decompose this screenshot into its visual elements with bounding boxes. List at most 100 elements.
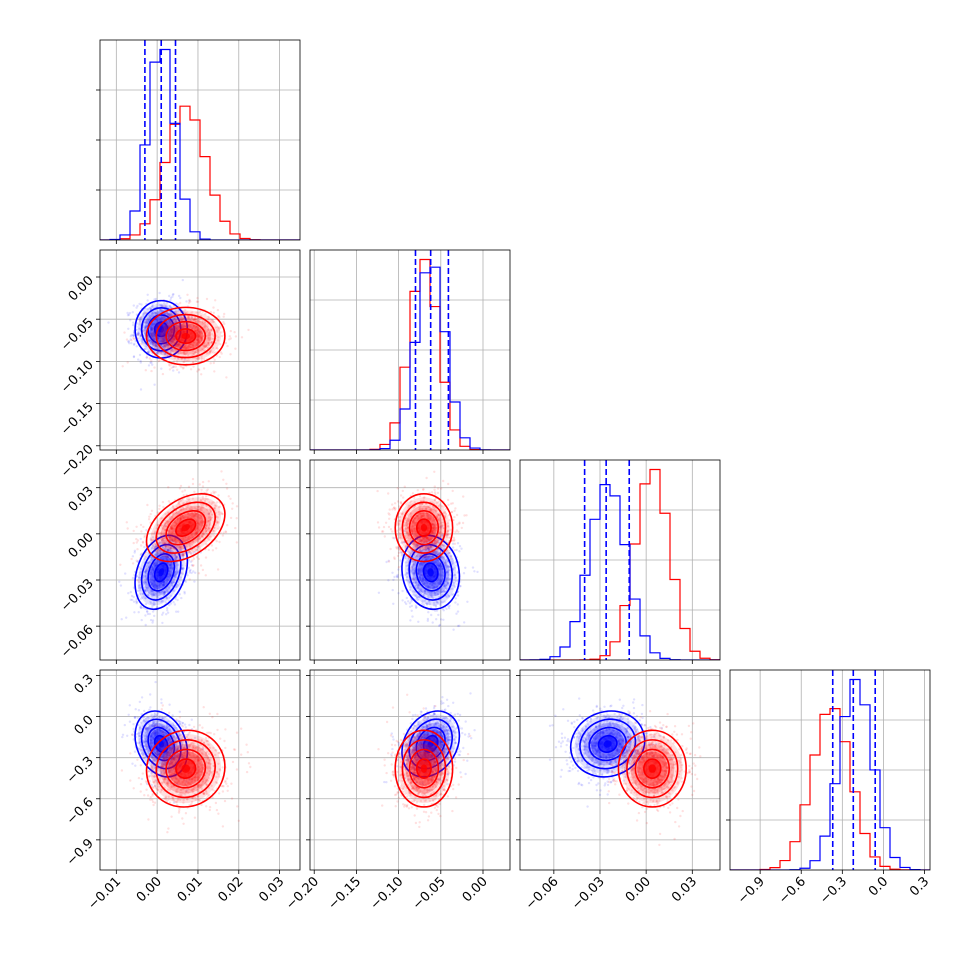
- sample-point: [159, 309, 162, 312]
- sample-point: [171, 532, 174, 535]
- sample-point: [163, 340, 166, 343]
- sample-point: [199, 498, 203, 502]
- sample-point: [442, 479, 445, 483]
- sample-point: [162, 537, 165, 540]
- sample-point: [177, 303, 180, 306]
- sample-point: [415, 606, 418, 609]
- sample-point: [174, 558, 178, 561]
- sample-point: [147, 339, 151, 342]
- sample-point: [161, 527, 164, 530]
- density-fill-blue: [158, 568, 165, 577]
- sample-point: [140, 618, 143, 622]
- sample-point: [142, 525, 145, 529]
- sample-point: [204, 344, 208, 347]
- sample-point: [209, 362, 212, 365]
- sample-point: [144, 347, 147, 351]
- sample-point: [458, 624, 461, 627]
- y-tick-label: −0.03: [58, 576, 97, 615]
- sample-point: [157, 347, 161, 350]
- sample-point: [394, 507, 397, 510]
- sample-point: [199, 564, 203, 567]
- sample-point: [217, 494, 220, 497]
- sample-point: [391, 571, 394, 574]
- sample-point: [187, 513, 190, 516]
- sample-point: [181, 567, 184, 570]
- sample-point: [431, 555, 435, 558]
- sample-point: [155, 585, 158, 588]
- sample-point: [421, 602, 424, 605]
- sample-point: [422, 511, 425, 514]
- sample-point: [231, 507, 234, 510]
- sample-point: [429, 582, 432, 585]
- sample-point: [195, 332, 199, 335]
- sample-point: [192, 570, 195, 573]
- sample-point: [417, 590, 421, 593]
- sample-point: [420, 515, 423, 518]
- sample-point: [413, 555, 416, 558]
- sample-point: [179, 301, 182, 305]
- sample-point: [174, 365, 177, 368]
- sample-point: [192, 552, 195, 555]
- sample-point: [153, 383, 156, 386]
- sample-point: [452, 584, 455, 587]
- sample-point: [151, 543, 155, 546]
- sample-point: [399, 559, 402, 562]
- sample-point: [161, 583, 165, 586]
- sample-point: [178, 326, 181, 330]
- sample-point: [445, 570, 449, 574]
- sample-point: [196, 515, 199, 518]
- sample-point: [216, 347, 219, 350]
- sample-point: [446, 571, 449, 574]
- sample-point: [172, 527, 175, 530]
- sample-point: [179, 546, 182, 549]
- sample-point: [211, 333, 214, 336]
- sample-point: [126, 314, 130, 317]
- sample-point: [234, 335, 238, 338]
- sample-point: [205, 343, 208, 347]
- sample-point: [209, 350, 213, 353]
- sample-point: [193, 580, 196, 583]
- sample-point: [148, 357, 151, 360]
- sample-point: [147, 364, 151, 367]
- sample-point: [429, 546, 432, 549]
- sample-point: [194, 351, 197, 354]
- sample-point: [447, 607, 451, 610]
- sample-point: [205, 524, 208, 527]
- sample-point: [446, 576, 449, 579]
- sample-point: [400, 551, 403, 554]
- sample-point: [442, 609, 445, 612]
- sample-point: [210, 516, 213, 519]
- sample-point: [417, 583, 420, 587]
- sample-point: [173, 317, 176, 320]
- sample-point: [171, 530, 175, 533]
- sample-point: [148, 339, 151, 342]
- x-tick-label: 0.3: [907, 874, 932, 899]
- sample-point: [423, 582, 426, 585]
- sample-point: [131, 311, 134, 314]
- sample-point: [440, 525, 443, 528]
- sample-point: [165, 557, 168, 560]
- sample-point: [417, 587, 420, 590]
- sample-point: [155, 527, 158, 530]
- sample-point: [440, 527, 443, 530]
- sample-point: [170, 328, 173, 332]
- sample-point: [183, 352, 186, 356]
- sample-point: [166, 548, 170, 551]
- sample-point: [195, 530, 198, 533]
- sample-point: [204, 534, 207, 537]
- sample-point: [140, 342, 143, 346]
- sample-point: [139, 597, 143, 600]
- sample-point: [420, 562, 423, 565]
- sample-point: [147, 314, 151, 317]
- sample-point: [150, 576, 154, 579]
- sample-point: [184, 540, 187, 543]
- sample-point: [206, 323, 209, 326]
- sample-point: [427, 549, 431, 552]
- sample-point: [192, 346, 196, 349]
- sample-point: [407, 559, 410, 562]
- sample-point: [156, 584, 159, 588]
- sample-point: [176, 345, 179, 348]
- sample-point: [152, 603, 156, 607]
- sample-point: [406, 575, 409, 579]
- sample-point: [403, 540, 406, 544]
